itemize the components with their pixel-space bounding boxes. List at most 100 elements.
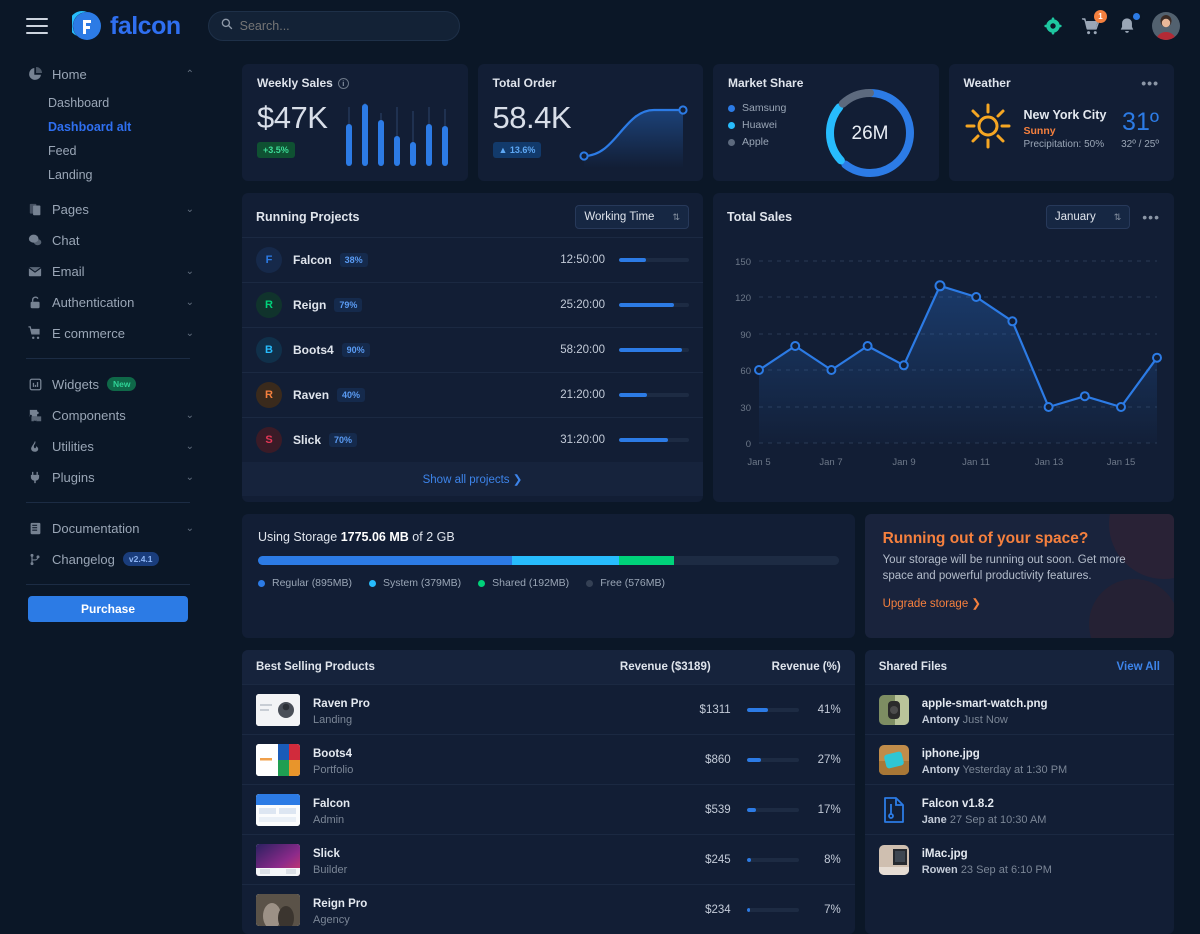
y-tick: 30	[740, 403, 751, 414]
purchase-button[interactable]: Purchase	[28, 596, 188, 622]
table-row[interactable]: S Slick 70% 31:20:00	[242, 417, 703, 462]
project-name: Reign	[293, 298, 327, 312]
weekly-sales-sparkbars	[344, 97, 454, 174]
product-revenue: $860	[705, 753, 731, 766]
sidebar-item-feed[interactable]: Feed	[0, 139, 216, 163]
gear-icon[interactable]	[1041, 14, 1065, 38]
product-revenue-percent: 41%	[817, 703, 841, 716]
donut-center-value: 26M	[851, 123, 888, 144]
list-item[interactable]: apple-smart-watch.png Antony Just Now	[864, 684, 1174, 734]
upgrade-storage-card: Running out of your space? Your storage …	[864, 514, 1174, 638]
shopping-cart-icon[interactable]: 1	[1078, 10, 1107, 38]
storage-segment-regular	[258, 556, 512, 565]
y-tick: 120	[735, 293, 751, 304]
legend-dot-regular	[258, 579, 265, 587]
search-input[interactable]	[239, 19, 447, 33]
weather-precipitation: Precipitation: 50%	[1023, 138, 1105, 150]
info-icon[interactable]: i	[337, 77, 349, 89]
project-percent: 38%	[339, 253, 368, 267]
hamburger-menu-icon[interactable]	[26, 18, 48, 34]
project-percent: 90%	[341, 343, 370, 357]
table-row[interactable]: Boots4 Portfolio $860 27%	[242, 734, 855, 784]
chat-icon	[26, 233, 44, 247]
upgrade-storage-link[interactable]: Upgrade storage ❯	[882, 598, 982, 611]
sidebar-item-components[interactable]: Components ⌄	[0, 401, 216, 429]
storage-label-suffix: of 2 GB	[412, 530, 455, 544]
file-time: Yesterday at 1:30 PM	[962, 763, 1068, 776]
sidebar-item-email[interactable]: Email ⌄	[0, 257, 216, 285]
running-projects-title: Running Projects	[256, 210, 360, 224]
project-name: Falcon	[293, 253, 332, 267]
products-table-header: Best Selling Products Revenue ($3189) Re…	[242, 650, 855, 684]
sidebar-item-home[interactable]: Home ⌃	[0, 60, 216, 88]
sidebar-label-utilities: Utilities	[52, 438, 94, 454]
falcon-logo-icon	[69, 10, 102, 41]
file-name: apple-smart-watch.png	[921, 697, 1048, 710]
sidebar-item-plugins[interactable]: Plugins ⌄	[0, 463, 216, 491]
y-tick: 150	[735, 257, 751, 268]
cart-badge: 1	[1094, 10, 1107, 23]
projects-sales-row: Running Projects Working Time ⇅ F Falcon…	[242, 193, 1174, 502]
table-row[interactable]: Slick Builder $245 8%	[242, 834, 855, 884]
table-row[interactable]: Reign Pro Agency $234 7%	[242, 884, 855, 934]
avatar[interactable]	[1152, 12, 1180, 40]
table-row[interactable]: B Boots4 90% 58:20:00	[242, 327, 703, 372]
table-row[interactable]: Raven Pro Landing $1311 41%	[242, 684, 855, 734]
sidebar-item-dashboard[interactable]: Dashboard	[0, 91, 216, 115]
file-meta: Antony Yesterday at 1:30 PM	[922, 764, 1068, 776]
working-time-select[interactable]: Working Time ⇅	[575, 205, 689, 229]
sidebar-item-pages[interactable]: Pages ⌄	[0, 195, 216, 223]
sidebar-sublabel-dashboard-alt: Dashboard alt	[48, 120, 132, 134]
chevron-down-icon: ⌄	[185, 265, 194, 277]
file-time: 27 Sep at 10:30 AM	[949, 813, 1047, 826]
search-box[interactable]	[207, 11, 460, 41]
bell-icon[interactable]	[1115, 11, 1142, 38]
brand-logo-link[interactable]: falcon	[69, 10, 181, 41]
imac-thumb	[878, 844, 909, 875]
list-item[interactable]: iphone.jpg Antony Yesterday at 1:30 PM	[864, 734, 1174, 784]
best-selling-title: Best Selling Products	[256, 661, 375, 673]
sidebar-item-utilities[interactable]: Utilities ⌄	[0, 432, 216, 460]
more-options-icon[interactable]: •••	[1141, 75, 1159, 91]
top-navbar: falcon 1	[0, 0, 1200, 52]
view-all-link[interactable]: View All	[1116, 661, 1160, 673]
table-row[interactable]: R Reign 79% 25:20:00	[242, 282, 703, 327]
project-avatar: S	[256, 427, 282, 453]
weekly-sales-change: +3.5%	[257, 142, 295, 158]
sidebar-item-widgets[interactable]: Widgets New	[0, 370, 216, 398]
chevron-up-icon: ⌃	[185, 68, 194, 80]
list-item[interactable]: iMac.jpg Rowen 23 Sep at 6:10 PM	[864, 834, 1174, 884]
total-sales-header: Total Sales January ⇅ •••	[713, 193, 1174, 237]
sidebar-label-widgets: Widgets	[52, 376, 99, 392]
product-revenue-bar	[746, 857, 799, 862]
project-progress-bar	[619, 438, 689, 442]
list-item[interactable]: Falcon v1.8.2 Jane 27 Sep at 10:30 AM	[864, 784, 1174, 834]
more-options-icon[interactable]: •••	[1142, 209, 1160, 225]
column-header-revenue: Revenue ($3189)	[619, 661, 711, 673]
storage-label: Using Storage 1775.06 MB of 2 GB	[258, 530, 839, 544]
column-header-percent: Revenue (%)	[771, 661, 841, 673]
table-row[interactable]: F Falcon 38% 12:50:00	[242, 237, 703, 282]
product-category: Landing	[313, 713, 353, 726]
sidebar-item-dashboard-alt[interactable]: Dashboard alt	[0, 115, 216, 139]
fire-icon	[26, 440, 44, 453]
product-revenue: $1311	[699, 703, 731, 716]
file-time: Just Now	[962, 713, 1008, 726]
best-selling-products-card: Best Selling Products Revenue ($3189) Re…	[242, 650, 855, 934]
legend-item: Free (576MB)	[586, 577, 665, 589]
weather-title-row: Weather •••	[964, 76, 1160, 90]
show-all-projects-link[interactable]: Show all projects ❯	[242, 462, 703, 496]
product-name: Slick	[313, 847, 340, 860]
project-name: Raven	[293, 388, 330, 402]
month-select[interactable]: January ⇅	[1045, 205, 1131, 229]
sidebar-item-documentation[interactable]: Documentation ⌄	[0, 514, 216, 542]
sidebar-item-ecommerce[interactable]: E commerce ⌄	[0, 319, 216, 347]
table-row[interactable]: Falcon Admin $539 17%	[242, 784, 855, 834]
table-row[interactable]: R Raven 40% 21:20:00	[242, 372, 703, 417]
sidebar-item-authentication[interactable]: Authentication ⌄	[0, 288, 216, 316]
sidebar-item-landing[interactable]: Landing	[0, 163, 216, 187]
project-avatar: B	[256, 337, 282, 363]
sidebar-item-changelog[interactable]: Changelog v2.4.1	[0, 545, 216, 573]
sidebar-item-chat[interactable]: Chat	[0, 226, 216, 254]
sun-icon	[964, 102, 1012, 155]
